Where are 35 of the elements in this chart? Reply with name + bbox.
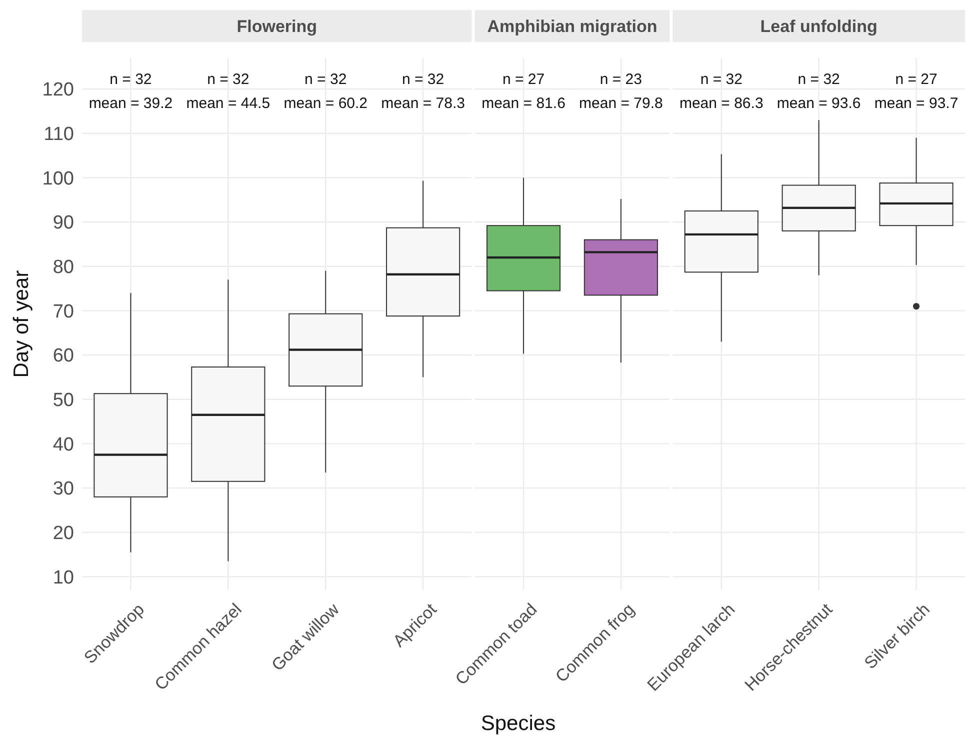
y-tick-label: 120 [42,80,74,101]
y-axis-title: Day of year [10,270,33,378]
annotation: n = 32 [207,71,250,88]
annotation: n = 32 [798,71,840,88]
annotation: n = 23 [600,71,642,88]
annotation: n = 32 [700,71,742,88]
y-tick-label: 50 [52,390,74,412]
annotation: n = 32 [304,71,347,88]
annotation: n = 27 [895,71,938,88]
annotation: mean = 60.2 [284,95,368,112]
y-tick-label: 10 [52,567,74,588]
annotation: mean = 79.8 [579,95,663,112]
y-tick-label: 80 [52,257,74,278]
y-tick-label: 100 [42,168,74,190]
annotation: mean = 81.6 [482,95,566,112]
chart-title: Amphibian migration [487,17,658,36]
annotation: mean = 86.3 [679,95,764,112]
annotation: n = 32 [110,71,152,88]
chart-title: Leaf unfolding [760,17,878,36]
x-axis-title: Species [480,712,556,735]
annotation: n = 27 [502,71,545,88]
annotation: mean = 44.5 [186,95,270,112]
y-tick-label: 110 [44,124,74,146]
annotation: n = 32 [402,71,444,88]
y-tick-label: 40 [52,434,74,456]
annotation: mean = 93.6 [776,95,861,112]
chart-title: Flowering [236,17,318,36]
y-tick-label: 30 [52,478,74,500]
y-tick-label: 20 [52,523,74,544]
y-tick-label: 70 [52,301,74,322]
annotation: mean = 93.7 [874,95,958,112]
annotation: mean = 78.3 [381,95,465,112]
y-tick-label: 90 [52,212,74,234]
annotation: mean = 39.2 [88,95,173,112]
y-tick-label: 60 [52,346,74,367]
